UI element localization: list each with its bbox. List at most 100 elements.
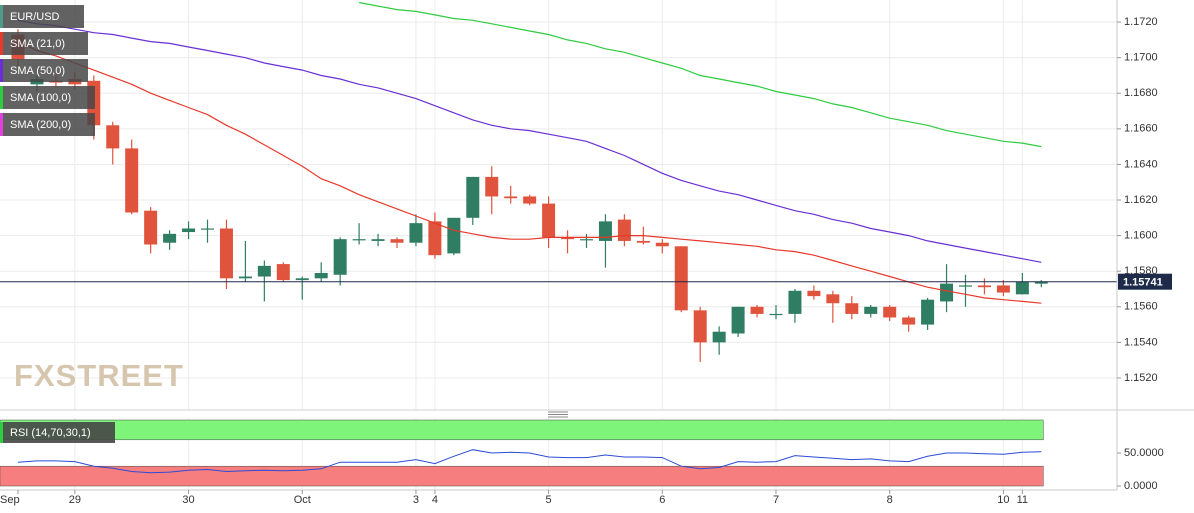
legend-box — [0, 32, 88, 55]
candle-body — [769, 313, 783, 316]
candle-body — [598, 221, 612, 241]
x-tick-label: 11 — [1017, 494, 1028, 506]
y-tick-label: 1.1720 — [1124, 16, 1158, 28]
rsi-line — [17, 449, 1042, 474]
y-tick-label: 1.1680 — [1124, 87, 1158, 99]
candle-body — [542, 203, 556, 238]
candle-body — [674, 246, 688, 311]
candle-body — [106, 125, 120, 149]
legend-swatch — [0, 86, 3, 109]
legend-swatch — [0, 113, 3, 136]
candle-body — [1034, 281, 1048, 284]
candle-body — [731, 306, 745, 334]
candle-body — [655, 242, 669, 247]
candle-body — [883, 306, 897, 318]
x-tick-label: 6 — [659, 494, 665, 506]
y-tick-label: 1.1600 — [1124, 230, 1158, 242]
candle-body — [125, 148, 139, 213]
legend-swatch — [0, 5, 3, 28]
candle-body — [636, 240, 650, 243]
legend-label: SMA (50,0) — [10, 65, 65, 77]
oversold-band — [0, 465, 1044, 487]
x-tick-label: Oct — [294, 494, 311, 506]
candle-body — [201, 228, 214, 230]
candle-body — [504, 196, 518, 199]
candle-body — [902, 317, 916, 325]
candle-body — [807, 290, 821, 297]
y-tick-label: 1.1700 — [1124, 52, 1158, 64]
candle-body — [428, 221, 442, 256]
rsi-title: RSI (14,70,30,1) — [10, 427, 91, 439]
legend-swatch — [0, 32, 3, 55]
candle-body — [144, 210, 158, 245]
overbought-band — [0, 419, 1044, 441]
legend-label: SMA (100,0) — [10, 92, 71, 104]
x-tick-label: 5 — [546, 494, 552, 506]
candle-body — [693, 310, 707, 343]
legend-box — [0, 113, 95, 136]
panel-handle — [548, 411, 568, 418]
candle-body — [617, 219, 631, 241]
candle-body — [959, 285, 972, 287]
legend-swatch — [0, 59, 3, 82]
sma-line — [17, 41, 1042, 304]
watermark: FXSTREET — [14, 358, 184, 393]
candle-body — [977, 285, 991, 288]
candle-body — [409, 223, 423, 243]
sma-line — [17, 19, 1042, 263]
x-tick-label: 30 — [182, 494, 194, 506]
legend-label: SMA (21,0) — [10, 38, 65, 50]
rsi-y-tick-label: 0.0000 — [1124, 480, 1158, 492]
candle-body — [314, 272, 328, 279]
candle-body — [845, 303, 859, 314]
candle-body — [788, 290, 802, 314]
legend-swatch — [0, 422, 3, 443]
legend-box — [0, 86, 95, 109]
y-tick-label: 1.1560 — [1124, 301, 1158, 313]
candle-body — [447, 217, 461, 254]
legend: EUR/USD SMA (21,0) SMA (50,0) SMA (100,0) S… — [0, 5, 95, 136]
x-tick-label: 7 — [773, 494, 779, 506]
candle-body — [712, 331, 726, 343]
candle-body — [333, 239, 347, 275]
candle-body — [485, 176, 499, 197]
candle-body — [921, 299, 935, 325]
candle-body — [940, 283, 954, 302]
rsi-legend: RSI (14,70,30,1) — [0, 422, 115, 443]
candle-body — [466, 176, 480, 218]
candle-body — [1015, 281, 1029, 295]
candle-body — [864, 306, 878, 314]
candle-body — [238, 276, 252, 279]
candle-body — [295, 278, 309, 281]
candle-body — [276, 264, 290, 281]
sma-line — [358, 1, 1042, 148]
rsi-y-tick-label: 50.0000 — [1124, 447, 1164, 459]
last-price-box — [1118, 273, 1172, 290]
symbol-title: EUR/USD — [10, 11, 60, 23]
candle-body — [257, 265, 271, 277]
y-tick-label: 1.1520 — [1124, 372, 1158, 384]
legend-box — [0, 5, 84, 28]
grid — [0, 0, 1117, 490]
candle-body — [750, 306, 764, 314]
legend-box — [0, 422, 115, 443]
legend-label: SMA (200,0) — [10, 119, 71, 131]
y-tick-label: 1.1620 — [1124, 194, 1158, 206]
candle-body — [561, 237, 575, 240]
candle-body — [163, 233, 177, 243]
y-tick-label: 1.1540 — [1124, 336, 1158, 348]
x-tick-label: 10 — [997, 494, 1009, 506]
candle-body — [219, 228, 233, 279]
candle-body — [996, 285, 1010, 293]
candle-body — [826, 294, 840, 304]
x-tick-label: 4 — [432, 494, 438, 506]
y-tick-label: 1.1640 — [1124, 158, 1158, 170]
x-tick-label: Sep — [0, 494, 20, 506]
legend-box — [0, 59, 88, 82]
plot — [0, 1, 1117, 474]
candle-body — [523, 196, 537, 204]
candle-body — [352, 239, 366, 241]
y-tick-label: 1.1660 — [1124, 123, 1158, 135]
candle-body — [580, 239, 593, 241]
